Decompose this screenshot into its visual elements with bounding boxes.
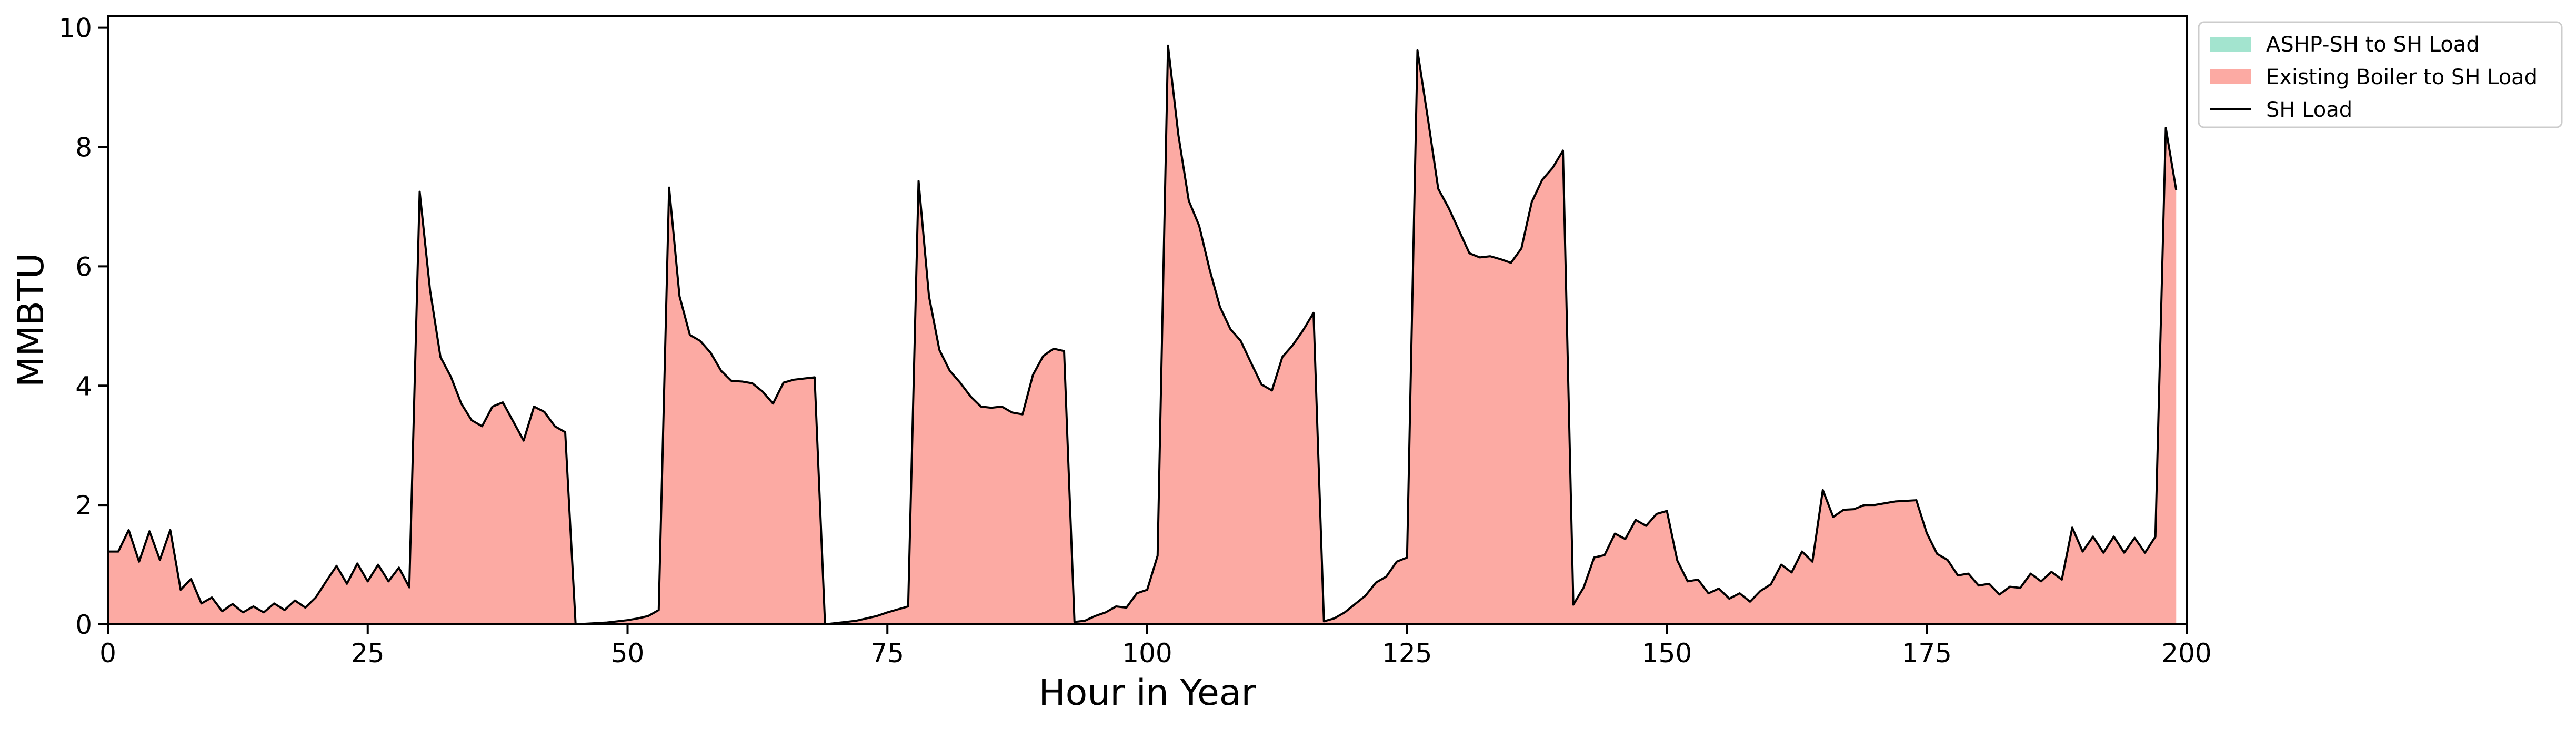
y-tick-label: 4 <box>75 371 92 401</box>
y-tick-label: 8 <box>75 133 92 163</box>
legend-label-ashp-sh-to-sh-load: ASHP-SH to SH Load <box>2266 33 2480 57</box>
x-axis-label: Hour in Year <box>1039 672 1256 714</box>
legend-items: ASHP-SH to SH Load Existing Boiler to SH … <box>2210 33 2538 122</box>
x-axis-ticks: 0 25 50 75 100 125 150 175 200 <box>99 624 2212 669</box>
line-sh-load <box>108 44 2178 625</box>
legend-label-sh-load: SH Load <box>2266 98 2352 122</box>
x-tick-label: 125 <box>1382 638 1432 669</box>
y-tick-label: 10 <box>58 13 92 44</box>
x-tick-label: 200 <box>2161 638 2211 669</box>
y-tick-label: 0 <box>75 610 92 640</box>
legend-label-existing-boiler-to-sh-load: Existing Boiler to SH Load <box>2266 65 2538 89</box>
y-axis-label: MMBTU <box>11 253 52 387</box>
legend-box <box>2198 21 2563 128</box>
x-tick-label: 50 <box>611 638 645 669</box>
x-tick-label: 175 <box>1902 638 1952 669</box>
legend-swatch-ashp-sh-to-sh-load <box>2210 37 2251 52</box>
x-tick-label: 75 <box>870 638 904 669</box>
legend: ASHP-SH to SH Load Existing Boiler to SH … <box>2198 21 2563 128</box>
x-tick-label: 25 <box>351 638 385 669</box>
x-tick-label: 150 <box>1642 638 1692 669</box>
x-tick-label: 0 <box>99 638 116 669</box>
y-tick-label: 2 <box>75 490 92 521</box>
y-tick-label: 6 <box>75 251 92 282</box>
line-layer <box>108 44 2178 625</box>
x-tick-label: 100 <box>1122 638 1172 669</box>
y-axis-ticks: 0 2 4 6 8 10 <box>58 13 108 640</box>
legend-swatch-existing-boiler-to-sh-load <box>2210 69 2251 84</box>
